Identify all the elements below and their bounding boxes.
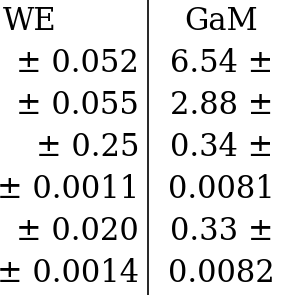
Text: GaM: GaM bbox=[185, 6, 258, 37]
Text: ± 0.052: ± 0.052 bbox=[16, 48, 139, 79]
Text: 6.54 ±: 6.54 ± bbox=[170, 48, 273, 79]
Text: ± 0.0014: ± 0.0014 bbox=[0, 258, 139, 289]
Text: ± 0.055: ± 0.055 bbox=[16, 90, 139, 121]
Text: 0.33 ±: 0.33 ± bbox=[170, 216, 273, 247]
Text: 2.88 ±: 2.88 ± bbox=[170, 90, 273, 121]
Text: ± 0.0011: ± 0.0011 bbox=[0, 174, 139, 205]
Text: ± 0.020: ± 0.020 bbox=[17, 216, 139, 247]
Text: ± 0.25: ± 0.25 bbox=[36, 132, 139, 163]
Text: WE: WE bbox=[3, 6, 57, 37]
Text: 0.34 ±: 0.34 ± bbox=[170, 132, 273, 163]
Text: 0.0082: 0.0082 bbox=[168, 258, 275, 289]
Text: 0.0081: 0.0081 bbox=[168, 174, 275, 205]
